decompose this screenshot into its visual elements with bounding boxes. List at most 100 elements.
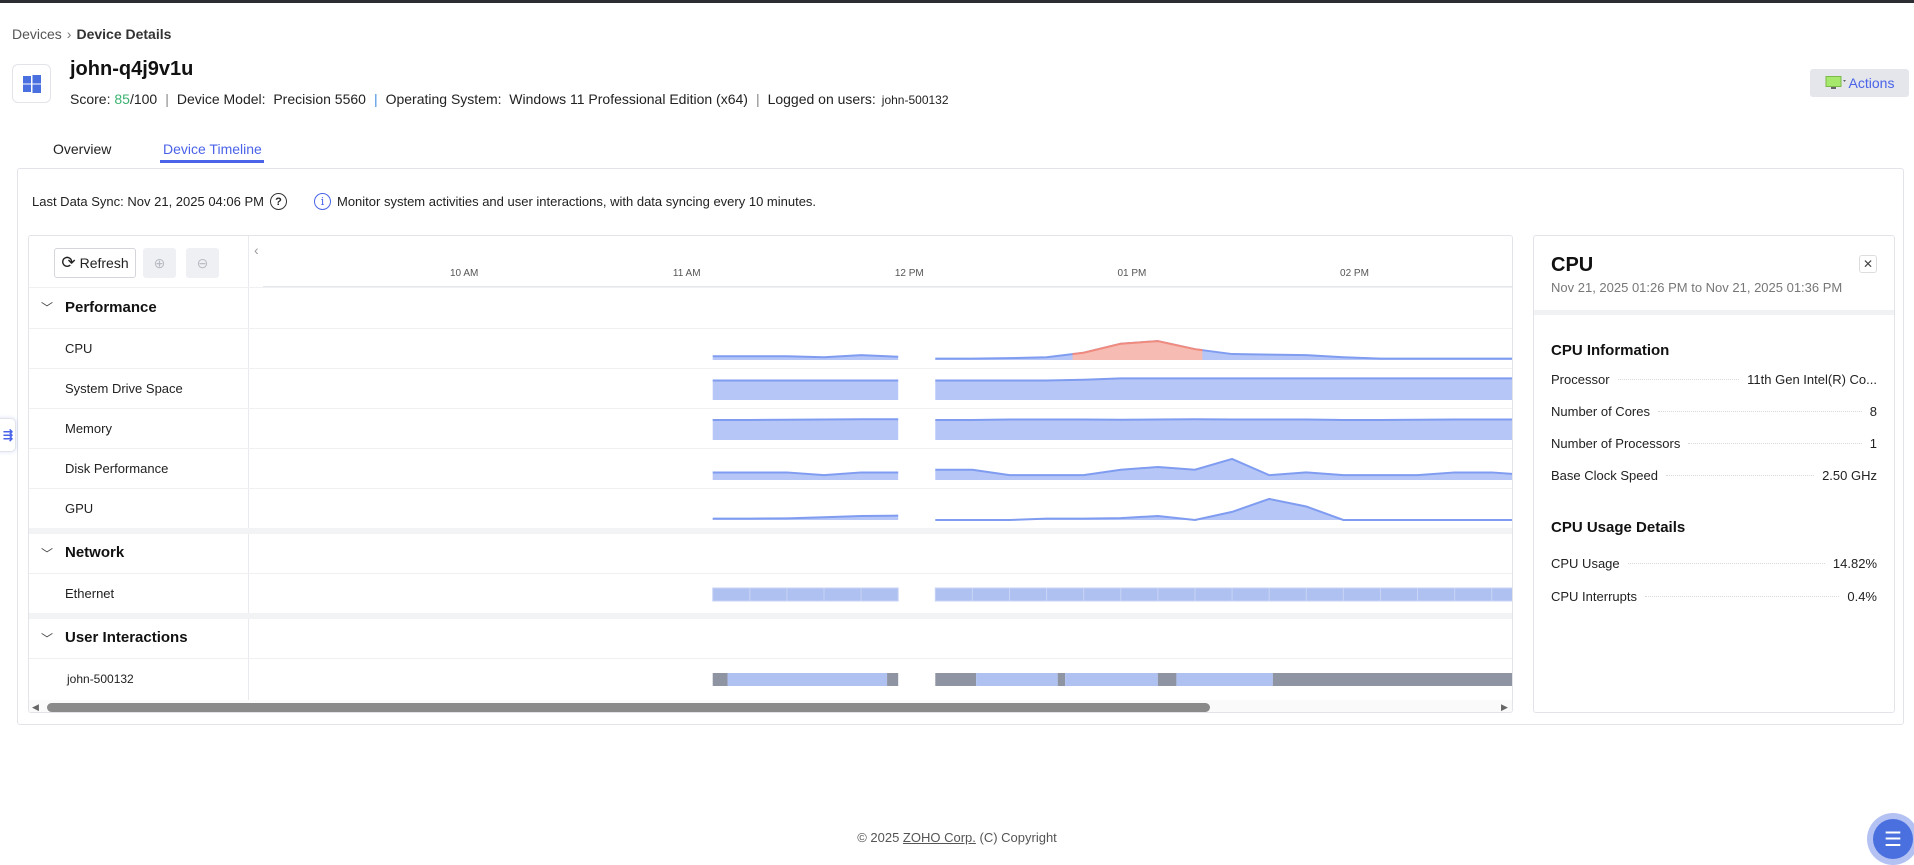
drive-area <box>935 378 1512 400</box>
group-performance[interactable]: ﹀ Performance <box>29 287 1512 328</box>
user-session-idle <box>1272 673 1512 686</box>
timeline-chart <box>712 340 1512 686</box>
chevron-down-icon: ﹀ <box>41 547 54 561</box>
memory-area <box>935 419 1512 440</box>
help-icon[interactable]: ? <box>269 193 287 210</box>
refresh-button[interactable]: ⟳ Refresh <box>54 248 136 278</box>
info-icon: i <box>314 193 331 210</box>
user-session-idle <box>712 673 728 686</box>
row-user[interactable]: john-500132 <box>29 658 1512 700</box>
details-panel: CPU Nov 21, 2025 01:26 PM to Nov 21, 202… <box>1533 235 1895 713</box>
user-session-active <box>727 673 888 686</box>
memory-line <box>712 418 899 422</box>
info-row-clock-speed: Base Clock Speed 2.50 GHz <box>1551 468 1877 483</box>
row-label: Disk Performance <box>65 461 169 476</box>
row-memory[interactable]: Memory <box>29 408 1512 448</box>
info-key: Base Clock Speed <box>1551 468 1658 483</box>
footer: © 2025 ZOHO Corp. (C) Copyright <box>0 830 1914 845</box>
disk-line <box>935 457 1512 477</box>
disk-area <box>712 472 899 480</box>
ethernet-bar <box>712 587 899 602</box>
usage-key: CPU Interrupts <box>1551 589 1637 604</box>
info-value: 11th Gen Intel(R) Co... <box>1747 372 1877 387</box>
user-session-idle <box>1157 673 1177 686</box>
drive-line <box>935 377 1512 382</box>
usage-row-cpu-usage: CPU Usage 14.82% <box>1551 556 1877 571</box>
sync-note-text: Monitor system activities and user inter… <box>337 194 817 209</box>
ethernet-bar <box>934 587 1512 602</box>
group-separator <box>29 613 1512 619</box>
users-value: john-500132 <box>881 93 949 107</box>
row-system-drive-space[interactable]: System Drive Space <box>29 368 1512 408</box>
model-value: Precision 5560 <box>273 91 366 107</box>
info-row-processor: Processor 11th Gen Intel(R) Co... <box>1551 372 1877 387</box>
info-key: Number of Cores <box>1551 404 1650 419</box>
user-session-idle <box>1057 673 1066 686</box>
last-sync: Last Data Sync: Nov 21, 2025 04:06 PM ? <box>32 193 287 210</box>
windows-logo-icon <box>12 64 51 103</box>
zoom-out-button[interactable]: ⊖ <box>186 248 219 278</box>
score-max: /100 <box>129 91 158 107</box>
device-summary: Score: 85/100 | Device Model: Precision 55… <box>70 91 949 107</box>
time-tick-label: 12 PM <box>894 268 924 279</box>
group-separator <box>29 528 1512 534</box>
horizontal-scrollbar[interactable]: ◀ ▶ <box>29 700 1512 712</box>
scrollbar-thumb[interactable] <box>47 703 1210 712</box>
zoom-in-button[interactable]: ⊕ <box>143 248 176 278</box>
drive-area <box>712 380 899 400</box>
group-user-interactions[interactable]: ﹀ User Interactions <box>29 619 1512 658</box>
info-key: Processor <box>1551 372 1610 387</box>
usage-value: 14.82% <box>1832 556 1877 571</box>
score-value: 85 <box>114 91 130 107</box>
chevron-down-icon: ﹀ <box>41 632 54 646</box>
time-axis: 10 AM 11 AM 12 PM 01 PM 02 PM <box>249 236 1512 286</box>
actions-button[interactable]: Actions <box>1810 69 1909 97</box>
chevron-right-icon: › <box>66 26 72 42</box>
user-session-active <box>1176 673 1273 686</box>
tab-device-timeline[interactable]: Device Timeline <box>163 141 262 157</box>
scroll-right-arrow-icon[interactable]: ▶ <box>1501 702 1508 712</box>
gpu-line <box>935 497 1512 522</box>
user-session-active <box>1065 673 1158 686</box>
row-cpu[interactable]: CPU <box>29 328 1512 368</box>
cpu-alert-area <box>1072 341 1203 360</box>
gpu-line <box>712 514 899 520</box>
timeline-card <box>17 168 1904 725</box>
usage-key: CPU Usage <box>1551 556 1620 571</box>
user-session-active <box>976 673 1058 686</box>
breadcrumb: Devices › Device Details <box>12 26 171 42</box>
row-label: GPU <box>65 501 94 516</box>
actions-label: Actions <box>1848 75 1895 91</box>
group-label: User Interactions <box>65 629 188 646</box>
info-value: 1 <box>1869 436 1877 451</box>
row-disk-performance[interactable]: Disk Performance <box>29 448 1512 488</box>
group-label: Performance <box>65 299 157 316</box>
refresh-label: Refresh <box>79 255 129 271</box>
row-label: System Drive Space <box>65 381 183 396</box>
info-key: Number of Processors <box>1551 436 1681 451</box>
footer-link[interactable]: ZOHO Corp. <box>902 830 976 845</box>
breadcrumb-devices[interactable]: Devices <box>12 26 62 42</box>
group-network[interactable]: ﹀ Network <box>29 534 1512 573</box>
scroll-left-chevron-icon[interactable]: ‹ <box>254 242 259 258</box>
divider <box>1534 310 1894 315</box>
cpu-information-heading: CPU Information <box>1551 342 1670 359</box>
zoom-in-icon: ⊕ <box>153 254 166 271</box>
zoom-out-icon: ⊖ <box>196 254 209 271</box>
footer-copyright: © 2025 <box>857 830 903 845</box>
row-gpu[interactable]: GPU <box>29 488 1512 528</box>
row-ethernet[interactable]: Ethernet <box>29 573 1512 613</box>
close-icon[interactable]: ✕ <box>1859 255 1877 273</box>
top-bar <box>0 0 1914 3</box>
breadcrumb-current: Device Details <box>76 26 172 42</box>
hamburger-icon: ☰ <box>1873 819 1913 859</box>
memory-area <box>712 419 899 440</box>
expand-sidebar-icon[interactable]: ⇶ <box>0 418 16 452</box>
timeline-labels-column <box>29 236 249 700</box>
scroll-left-arrow-icon[interactable]: ◀ <box>32 702 39 712</box>
disk-line <box>712 471 899 477</box>
user-session-idle <box>935 673 977 686</box>
tab-overview[interactable]: Overview <box>53 141 112 157</box>
menu-fab[interactable]: ☰ <box>1867 813 1914 865</box>
device-name: john-q4j9v1u <box>70 58 194 80</box>
